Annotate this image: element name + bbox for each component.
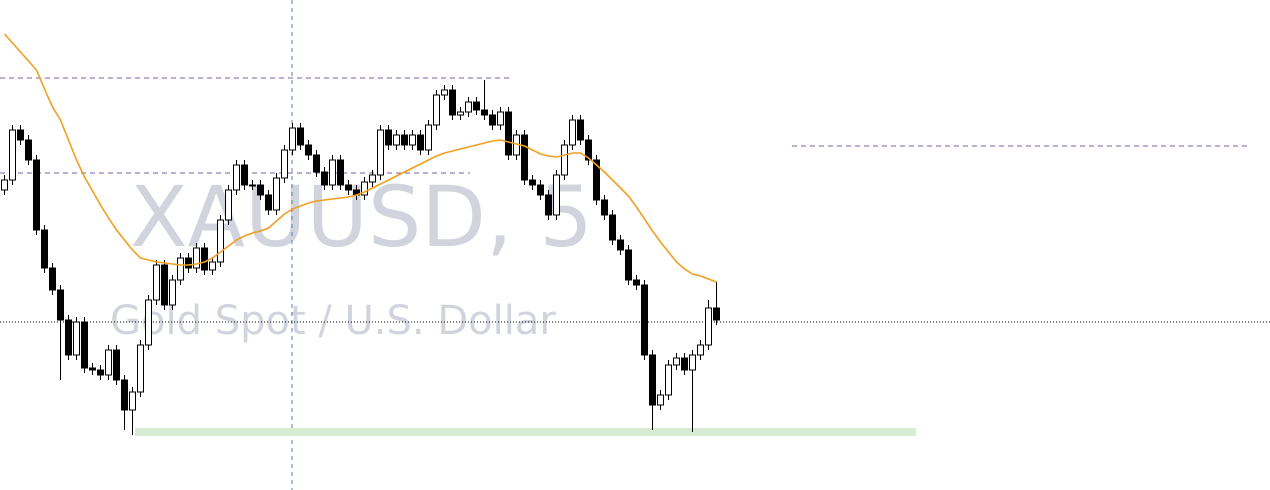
candle-body xyxy=(129,391,136,411)
candle-body xyxy=(265,194,272,211)
watermark-description: Gold Spot / U.S. Dollar xyxy=(110,298,556,344)
candle-body xyxy=(297,127,304,146)
candle-body xyxy=(337,159,344,186)
candle-body xyxy=(561,144,568,176)
candle-body xyxy=(193,247,200,269)
candle-body xyxy=(409,134,416,146)
candle-body xyxy=(185,257,192,269)
candle-body xyxy=(137,344,144,393)
candle-body xyxy=(17,129,24,141)
candle-body xyxy=(113,349,120,381)
candle-body xyxy=(377,129,384,176)
candle-body xyxy=(577,119,584,141)
candle-body xyxy=(553,174,560,216)
candle-body xyxy=(65,319,72,356)
candle-body xyxy=(457,111,464,116)
candle-body xyxy=(97,369,104,376)
candle-body xyxy=(321,171,328,186)
candle-body xyxy=(73,321,80,356)
candle-body xyxy=(369,174,376,183)
candle-body xyxy=(25,139,32,161)
candle-body xyxy=(201,247,208,271)
candle-body xyxy=(641,284,648,356)
candle-body xyxy=(1,179,8,191)
moving-average-line xyxy=(3,33,717,283)
candle-body xyxy=(401,134,408,146)
candle-body xyxy=(689,354,696,371)
candle-body xyxy=(481,109,488,116)
candle-body xyxy=(609,214,616,241)
candle-body xyxy=(225,189,232,221)
candle-body xyxy=(449,89,456,116)
candle-body xyxy=(161,264,168,306)
candle-body xyxy=(601,199,608,216)
candle-body xyxy=(241,164,248,186)
candle-body xyxy=(417,134,424,151)
candle-body xyxy=(673,357,680,366)
candle-body xyxy=(521,134,528,181)
candle-body xyxy=(657,394,664,406)
candle-body xyxy=(289,127,296,151)
candle-body xyxy=(305,144,312,156)
candle-body xyxy=(713,307,720,321)
candle-body xyxy=(57,289,64,321)
candle-body xyxy=(329,159,336,186)
candle-body xyxy=(217,219,224,263)
candle-body xyxy=(249,184,256,187)
candle-body xyxy=(697,344,704,356)
candle-body xyxy=(49,267,56,291)
candle-body xyxy=(593,159,600,201)
candle-body xyxy=(425,124,432,151)
candle-body xyxy=(681,357,688,371)
candle-body xyxy=(89,367,96,371)
candle-body xyxy=(41,229,48,269)
candle-body xyxy=(209,261,216,271)
support-zone xyxy=(135,428,916,436)
candle-body xyxy=(441,89,448,96)
candle-body xyxy=(569,119,576,146)
candle-body xyxy=(177,257,184,281)
candle-body xyxy=(121,379,128,411)
candle-body xyxy=(273,177,280,211)
candle-body xyxy=(33,159,40,231)
candle-body xyxy=(617,239,624,251)
candle-body xyxy=(385,129,392,146)
candle-body xyxy=(505,111,512,156)
candle-body xyxy=(145,299,152,346)
candle-body xyxy=(393,134,400,146)
candle-body xyxy=(465,101,472,113)
candle-body xyxy=(473,101,480,111)
candle-body xyxy=(169,279,176,306)
candle-body xyxy=(705,307,712,346)
candle-body xyxy=(665,364,672,396)
candle-body xyxy=(625,249,632,281)
candle-body xyxy=(313,154,320,173)
candle-body xyxy=(633,279,640,286)
candle-body xyxy=(281,149,288,179)
candle-body xyxy=(81,321,88,369)
candle-body xyxy=(9,129,16,181)
candle-body xyxy=(537,184,544,196)
candle-body xyxy=(529,179,536,186)
candle-body xyxy=(345,184,352,191)
candle-body xyxy=(153,264,160,301)
candle-body xyxy=(233,164,240,191)
candle-body xyxy=(497,111,504,126)
candle-body xyxy=(105,349,112,376)
candle-body xyxy=(489,114,496,126)
candle-body xyxy=(257,184,264,196)
candle-body xyxy=(649,354,656,406)
candle-body xyxy=(361,181,368,196)
candle-body xyxy=(433,94,440,126)
candle-body xyxy=(545,194,552,216)
candle-body xyxy=(585,139,592,161)
